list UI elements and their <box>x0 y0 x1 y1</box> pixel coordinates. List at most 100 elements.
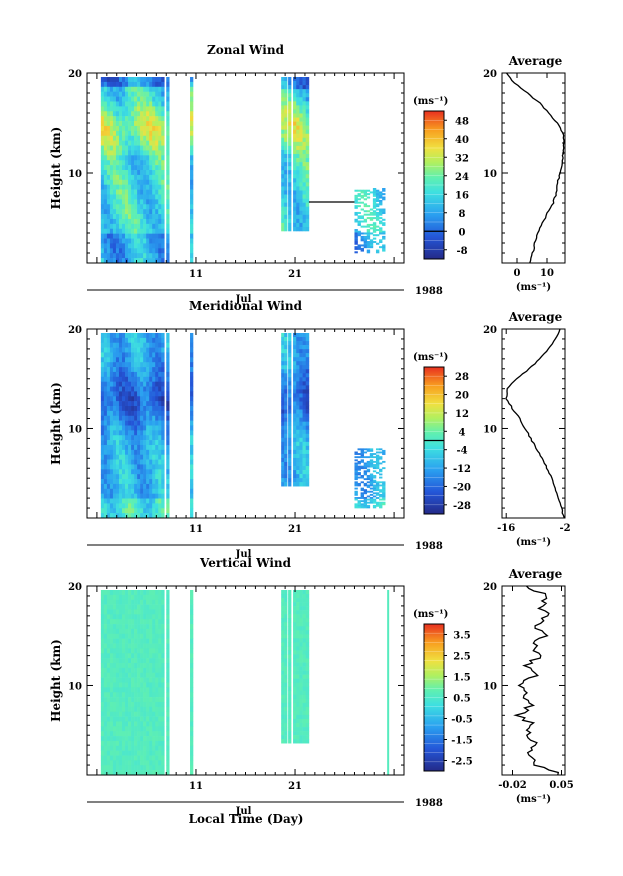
heatmap-cell <box>293 457 297 463</box>
heatmap-cell <box>118 672 123 678</box>
heatmap-cell <box>103 106 108 112</box>
heatmap-cell <box>366 464 371 466</box>
heatmap-cell <box>131 464 135 470</box>
heatmap-cell <box>128 401 132 407</box>
heatmap-cell <box>149 145 153 151</box>
heatmap-cell <box>134 488 138 494</box>
heatmap-cell <box>125 401 129 407</box>
heatmap-cell <box>281 670 285 675</box>
heatmap-cell <box>112 643 117 649</box>
heatmap-cell <box>299 365 303 370</box>
heatmap-cell <box>299 357 303 362</box>
heatmap-cell <box>100 238 105 244</box>
heatmap-cell <box>288 149 292 155</box>
heatmap-cell <box>299 638 303 643</box>
heatmap-cell <box>375 218 380 221</box>
heatmap-cell <box>302 210 307 216</box>
heatmap-cell <box>112 609 117 615</box>
heatmap-cell <box>302 174 307 179</box>
heatmap-cell <box>125 706 129 712</box>
heatmap-cell <box>296 332 300 338</box>
heatmap-cell <box>118 614 123 620</box>
heatmap-cell <box>363 242 368 245</box>
heatmap-cell <box>296 117 300 122</box>
heatmap-cell <box>152 711 156 717</box>
heatmap-cell <box>363 497 368 499</box>
heatmap-cell <box>152 420 156 426</box>
heatmap-cell <box>100 648 105 654</box>
heatmap-cell <box>115 367 120 373</box>
heatmap-cell <box>143 184 147 190</box>
heatmap-cell <box>166 469 170 475</box>
heatmap-cell <box>152 469 156 475</box>
heatmap-cell <box>288 214 292 220</box>
heatmap-cell <box>161 86 165 92</box>
heatmap-cell <box>293 393 297 398</box>
heatmap-cell <box>125 449 129 455</box>
heatmap-cell <box>382 490 386 493</box>
heatmap-cell <box>115 342 120 348</box>
heatmap-cell <box>296 129 300 135</box>
heatmap-cell <box>296 710 300 716</box>
heatmap-cell <box>131 140 135 146</box>
heatmap-cell <box>122 594 126 601</box>
heatmap-cell <box>118 130 123 137</box>
heatmap-cell <box>100 701 105 708</box>
heatmap-cell <box>140 111 144 117</box>
heatmap-cell <box>284 109 288 114</box>
heatmap-cell <box>155 111 159 117</box>
heatmap-cell <box>112 406 117 412</box>
heatmap-cell <box>146 653 150 659</box>
heatmap-cell <box>125 628 129 635</box>
heatmap-cell <box>100 420 105 426</box>
heatmap-cell <box>296 365 300 370</box>
heatmap-cell <box>134 440 138 446</box>
heatmap-cell <box>190 503 194 509</box>
heatmap-cell <box>137 755 141 761</box>
heatmap-cell <box>299 718 303 724</box>
heatmap-cell <box>366 223 371 226</box>
heatmap-cell <box>128 337 132 344</box>
heatmap-cell <box>146 248 150 254</box>
heatmap-cell <box>382 218 386 221</box>
heatmap-cell <box>166 677 170 683</box>
heatmap-cell <box>296 662 300 667</box>
heatmap-cell <box>146 135 150 141</box>
heatmap-cell <box>143 204 147 210</box>
heatmap-cell <box>128 469 132 475</box>
heatmap-cell <box>363 500 368 503</box>
heatmap-cell <box>103 352 108 358</box>
heatmap-cell <box>284 133 288 139</box>
heatmap-cell <box>190 444 194 451</box>
heatmap-cell <box>299 385 303 390</box>
heatmap-cell <box>146 253 150 259</box>
heatmap-cell <box>281 393 285 398</box>
heatmap-cell <box>158 479 162 485</box>
heatmap-cell <box>152 332 156 339</box>
heatmap-cell <box>131 474 135 480</box>
heatmap-cell <box>125 459 129 465</box>
heatmap-cell <box>134 706 138 712</box>
heatmap-cell <box>302 626 307 631</box>
heatmap-cell <box>106 488 111 494</box>
heatmap-cell <box>305 409 310 414</box>
heatmap-cell <box>118 332 123 339</box>
heatmap-cell <box>137 111 141 117</box>
heatmap-cell <box>161 430 165 436</box>
heatmap-cell <box>284 137 288 143</box>
heatmap-cell <box>299 337 303 342</box>
heatmap-cell <box>305 658 310 663</box>
heatmap-cell <box>281 365 285 370</box>
heatmap-cell <box>190 376 194 382</box>
heatmap-cell <box>166 332 170 339</box>
heatmap-cell <box>137 716 141 722</box>
heatmap-cell <box>137 406 141 412</box>
heatmap-cell <box>161 101 165 107</box>
heatmap-cell <box>134 396 138 402</box>
heatmap-cell <box>360 497 364 499</box>
heatmap-cell <box>118 233 123 239</box>
heatmap-cell <box>143 604 147 610</box>
heatmap-cell <box>115 86 120 92</box>
heatmap-cell <box>106 140 111 146</box>
heatmap-cell <box>149 381 153 387</box>
